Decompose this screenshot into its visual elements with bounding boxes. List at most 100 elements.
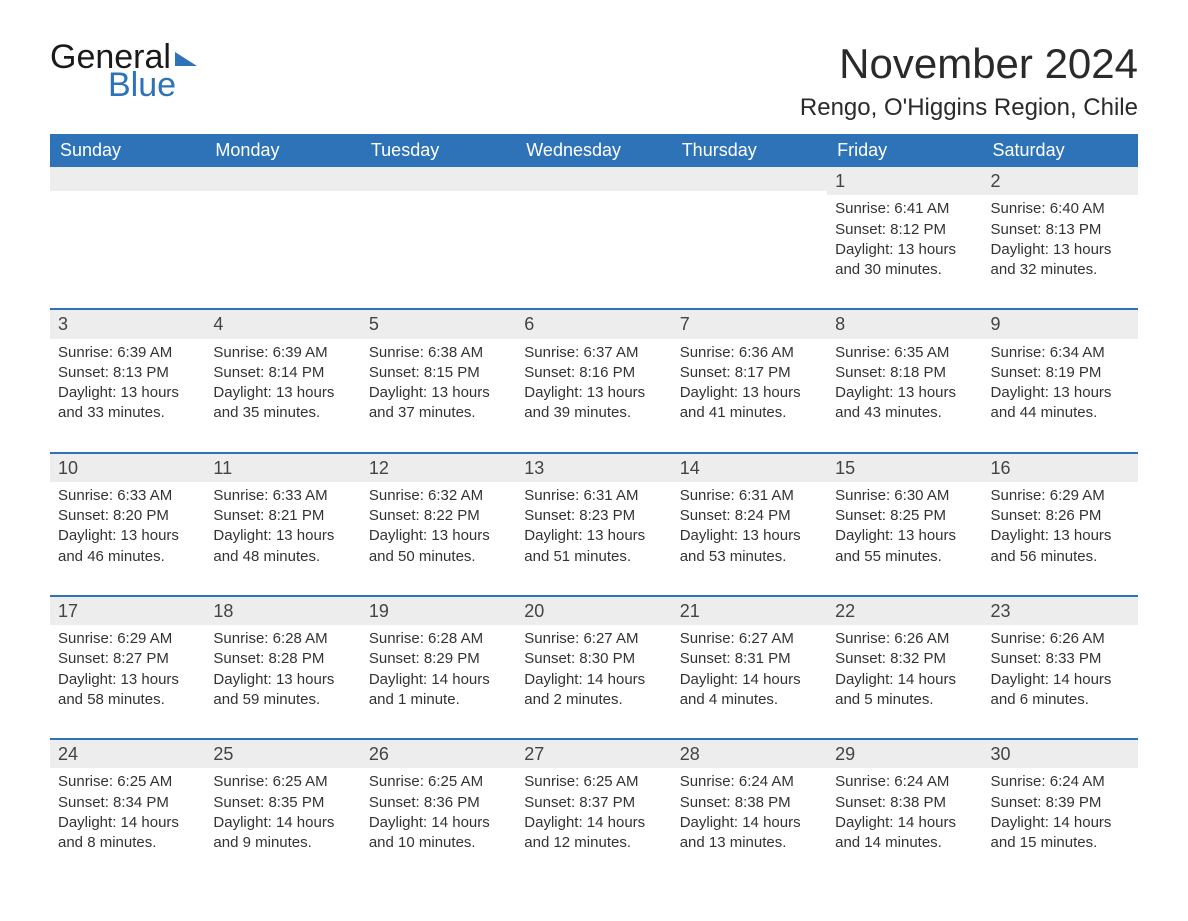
calendar-day-cell: 18Sunrise: 6:28 AMSunset: 8:28 PMDayligh… [205,596,360,739]
day-number: 21 [672,597,827,625]
sunrise-text: Sunrise: 6:27 AM [524,629,663,649]
calendar-day-cell: 2Sunrise: 6:40 AMSunset: 8:13 PMDaylight… [983,167,1138,309]
calendar-day-cell: 11Sunrise: 6:33 AMSunset: 8:21 PMDayligh… [205,453,360,596]
daylight-text: Daylight: 13 hours and 50 minutes. [369,526,508,567]
daylight-text: Daylight: 13 hours and 41 minutes. [680,383,819,424]
sunset-text: Sunset: 8:22 PM [369,506,508,526]
calendar-day-cell: 10Sunrise: 6:33 AMSunset: 8:20 PMDayligh… [50,453,205,596]
daylight-text: Daylight: 13 hours and 43 minutes. [835,383,974,424]
sunset-text: Sunset: 8:29 PM [369,649,508,669]
sunset-text: Sunset: 8:24 PM [680,506,819,526]
calendar-day-cell: 12Sunrise: 6:32 AMSunset: 8:22 PMDayligh… [361,453,516,596]
weekday-header: Wednesday [516,134,671,167]
sunrise-text: Sunrise: 6:38 AM [369,343,508,363]
calendar-day-cell: 3Sunrise: 6:39 AMSunset: 8:13 PMDaylight… [50,309,205,452]
daylight-text: Daylight: 13 hours and 32 minutes. [991,240,1130,281]
daylight-text: Daylight: 14 hours and 5 minutes. [835,670,974,711]
calendar-day-cell: 19 Sunrise: 6:28 AMSunset: 8:29 PMDayligh… [361,596,516,739]
day-number: 3 [50,310,205,338]
calendar-day-cell: 29 Sunrise: 6:24 AMSunset: 8:38 PMDayligh… [827,739,982,881]
day-number: 29 [827,740,982,768]
calendar-day-cell: 8Sunrise: 6:35 AMSunset: 8:18 PMDaylight… [827,309,982,452]
day-number: 13 [516,454,671,482]
weekday-header: Sunday [50,134,205,167]
calendar-empty-cell [205,167,360,309]
daylight-text: Daylight: 14 hours and 14 minutes. [835,813,974,854]
calendar-day-cell: 7Sunrise: 6:36 AMSunset: 8:17 PMDaylight… [672,309,827,452]
sunset-text: Sunset: 8:18 PM [835,363,974,383]
daylight-text: Daylight: 13 hours and 51 minutes. [524,526,663,567]
daylight-text: Daylight: 13 hours and 58 minutes. [58,670,197,711]
weekday-header: Saturday [983,134,1138,167]
calendar-empty-cell [50,167,205,309]
daylight-text: Daylight: 14 hours and 1 minute. [369,670,508,711]
sunset-text: Sunset: 8:13 PM [991,220,1130,240]
sunrise-text: Sunrise: 6:25 AM [58,772,197,792]
sunrise-text: Sunrise: 6:39 AM [213,343,352,363]
sunrise-text: Sunrise: 6:37 AM [524,343,663,363]
sunset-text: Sunset: 8:23 PM [524,506,663,526]
day-number: 9 [983,310,1138,338]
logo: General Blue [50,40,197,102]
daylight-text: Daylight: 14 hours and 4 minutes. [680,670,819,711]
calendar-empty-cell [516,167,671,309]
daylight-text: Daylight: 13 hours and 55 minutes. [835,526,974,567]
sunrise-text: Sunrise: 6:40 AM [991,199,1130,219]
day-number: 24 [50,740,205,768]
daylight-text: Daylight: 14 hours and 8 minutes. [58,813,197,854]
calendar-table: SundayMondayTuesdayWednesdayThursdayFrid… [50,134,1138,881]
day-number: 6 [516,310,671,338]
sunrise-text: Sunrise: 6:41 AM [835,199,974,219]
sunset-text: Sunset: 8:27 PM [58,649,197,669]
day-number: 30 [983,740,1138,768]
sunrise-text: Sunrise: 6:29 AM [991,486,1130,506]
empty-daynum [50,167,205,191]
day-number: 19 [361,597,516,625]
daylight-text: Daylight: 13 hours and 48 minutes. [213,526,352,567]
calendar-day-cell: 22Sunrise: 6:26 AMSunset: 8:32 PMDayligh… [827,596,982,739]
calendar-day-cell: 13Sunrise: 6:31 AMSunset: 8:23 PMDayligh… [516,453,671,596]
empty-daynum [205,167,360,191]
calendar-day-cell: 9Sunrise: 6:34 AMSunset: 8:19 PMDaylight… [983,309,1138,452]
daylight-text: Daylight: 14 hours and 2 minutes. [524,670,663,711]
empty-daynum [672,167,827,191]
sunset-text: Sunset: 8:25 PM [835,506,974,526]
day-number: 10 [50,454,205,482]
daylight-text: Daylight: 14 hours and 13 minutes. [680,813,819,854]
sunrise-text: Sunrise: 6:39 AM [58,343,197,363]
day-number: 14 [672,454,827,482]
sunset-text: Sunset: 8:38 PM [835,793,974,813]
sunset-text: Sunset: 8:15 PM [369,363,508,383]
day-number: 15 [827,454,982,482]
sunset-text: Sunset: 8:34 PM [58,793,197,813]
sunset-text: Sunset: 8:31 PM [680,649,819,669]
calendar-day-cell: 26Sunrise: 6:25 AMSunset: 8:36 PMDayligh… [361,739,516,881]
daylight-text: Daylight: 14 hours and 6 minutes. [991,670,1130,711]
sunset-text: Sunset: 8:28 PM [213,649,352,669]
calendar-empty-cell [672,167,827,309]
sunset-text: Sunset: 8:33 PM [991,649,1130,669]
daylight-text: Daylight: 14 hours and 12 minutes. [524,813,663,854]
daylight-text: Daylight: 14 hours and 10 minutes. [369,813,508,854]
sunset-text: Sunset: 8:19 PM [991,363,1130,383]
weekday-header: Tuesday [361,134,516,167]
daylight-text: Daylight: 13 hours and 59 minutes. [213,670,352,711]
calendar-day-cell: 30Sunrise: 6:24 AMSunset: 8:39 PMDayligh… [983,739,1138,881]
sunset-text: Sunset: 8:35 PM [213,793,352,813]
sunrise-text: Sunrise: 6:30 AM [835,486,974,506]
weekday-header: Friday [827,134,982,167]
sunrise-text: Sunrise: 6:24 AM [835,772,974,792]
sunset-text: Sunset: 8:37 PM [524,793,663,813]
sunset-text: Sunset: 8:30 PM [524,649,663,669]
sunrise-text: Sunrise: 6:26 AM [835,629,974,649]
sunset-text: Sunset: 8:20 PM [58,506,197,526]
sunrise-text: Sunrise: 6:28 AM [369,629,508,649]
sunset-text: Sunset: 8:26 PM [991,506,1130,526]
sunrise-text: Sunrise: 6:27 AM [680,629,819,649]
sunrise-text: Sunrise: 6:28 AM [213,629,352,649]
daylight-text: Daylight: 13 hours and 33 minutes. [58,383,197,424]
day-number: 5 [361,310,516,338]
sunrise-text: Sunrise: 6:25 AM [369,772,508,792]
sunrise-text: Sunrise: 6:25 AM [213,772,352,792]
day-number: 7 [672,310,827,338]
